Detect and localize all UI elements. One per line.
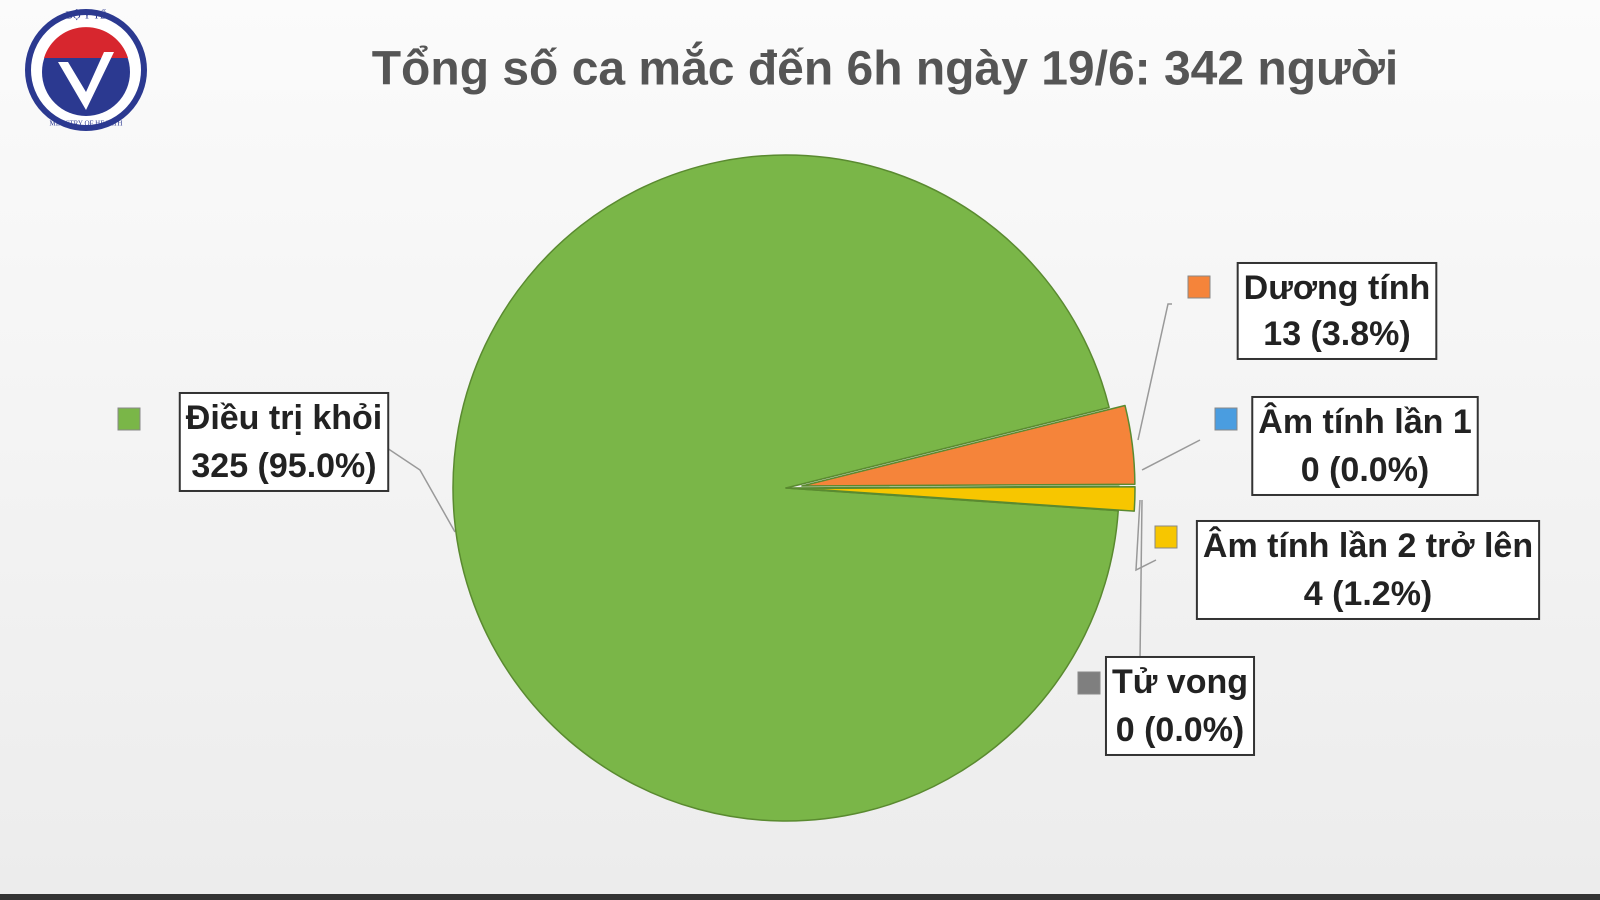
label-box — [1104, 655, 1256, 756]
pie — [452, 154, 1136, 822]
category-label: Âm tính lần 2 trở lên — [1203, 527, 1533, 565]
logo: BỘ Y TẾ MINISTRY OF HEALTH — [25, 9, 147, 131]
value-label: 13 (3.8%) — [1263, 315, 1410, 353]
logo-v — [58, 52, 114, 110]
pie-slice — [801, 485, 1136, 512]
leader-line — [1137, 303, 1172, 441]
legend-swatch — [117, 407, 141, 431]
data-label: Điều trị khỏi 325 (95.0%) — [178, 391, 390, 492]
leader-line — [1139, 499, 1143, 661]
legend-swatch — [1154, 525, 1178, 549]
label-box — [1251, 395, 1479, 496]
leader-lines — [374, 303, 1201, 661]
label-box — [1236, 261, 1438, 360]
label-box — [1195, 519, 1541, 620]
data-label: Tử vong 0 (0.0%) — [1104, 655, 1256, 756]
category-label: Dương tính — [1244, 269, 1431, 307]
data-label: Dương tính 13 (3.8%) — [1236, 261, 1438, 360]
leader-line — [374, 439, 456, 533]
label-box — [178, 391, 390, 492]
value-label: 325 (95.0%) — [191, 447, 376, 485]
data-label: Âm tính lần 2 trở lên 4 (1.2%) — [1195, 519, 1541, 620]
value-label: 0 (0.0%) — [1116, 711, 1245, 749]
logo-band — [44, 27, 128, 58]
category-label: Tử vong — [1112, 663, 1248, 701]
data-label: Âm tính lần 1 0 (0.0%) — [1251, 395, 1479, 496]
legend-swatch — [1214, 407, 1238, 431]
leader-line — [1141, 439, 1201, 471]
chart-title: Tổng số ca mắc đến 6h ngày 19/6: 342 ngư… — [372, 41, 1399, 96]
category-label: Âm tính lần 1 — [1258, 403, 1471, 441]
leader-line — [1135, 499, 1157, 572]
pie-slice — [785, 487, 1119, 512]
value-label: 4 (1.2%) — [1304, 575, 1433, 613]
logo-bottom: MINISTRY OF HEALTH — [50, 120, 123, 128]
bottom-border — [0, 894, 1600, 900]
legend-swatch — [1187, 275, 1211, 299]
logo-top: BỘ Y TẾ — [65, 9, 106, 22]
category-label: Điều trị khỏi — [186, 399, 382, 437]
value-label: 0 (0.0%) — [1301, 451, 1430, 489]
legend-swatch — [1077, 671, 1101, 695]
pie-slice — [801, 404, 1136, 487]
